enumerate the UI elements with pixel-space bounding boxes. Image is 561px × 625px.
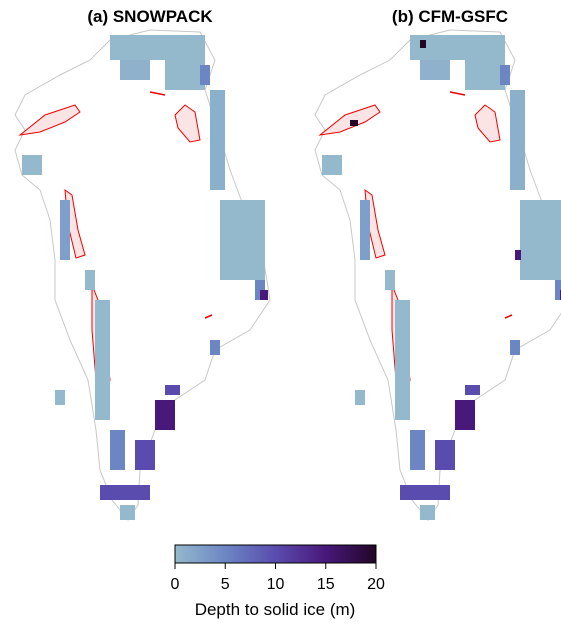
tick-label: 20 — [367, 576, 385, 593]
tick-label: 15 — [317, 576, 335, 593]
tick-label: 5 — [221, 576, 230, 593]
map-panel — [14, 29, 271, 521]
panel-title: (b) CFM-GSFC — [392, 7, 508, 26]
panel-title: (a) SNOWPACK — [87, 7, 213, 26]
colorbar — [174, 544, 377, 564]
tick-label: 10 — [267, 576, 285, 593]
map-panel — [314, 29, 561, 521]
tick-label: 0 — [171, 576, 180, 593]
colorbar-label: Depth to solid ice (m) — [195, 600, 356, 619]
